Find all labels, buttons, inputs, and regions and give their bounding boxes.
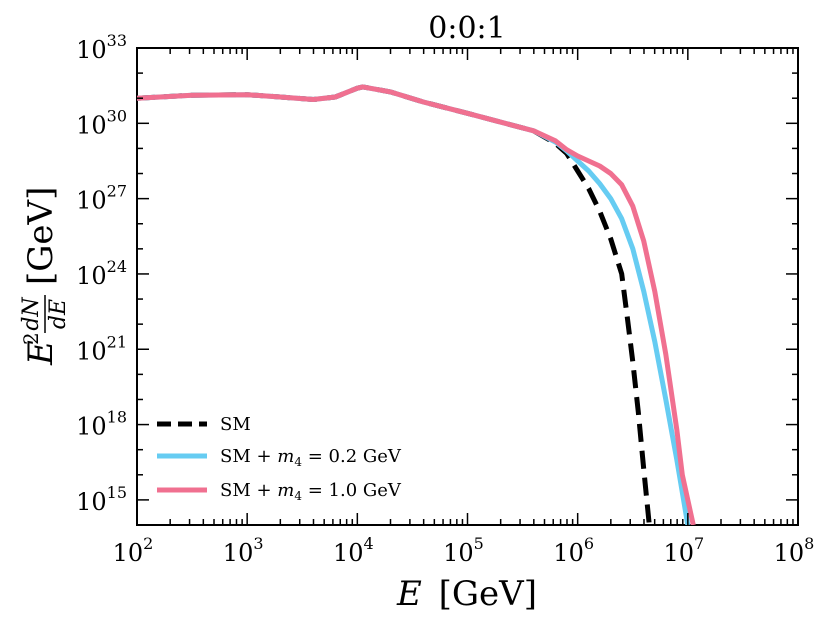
- x-axis-label: E [GeV]: [396, 574, 537, 614]
- y-tick-label: 1030: [76, 106, 127, 139]
- x-tick-label: 104: [333, 534, 374, 567]
- y-tick-label: 1024: [76, 257, 127, 290]
- y-tick-label: 1018: [76, 408, 127, 441]
- plot-lines-group: [137, 84, 696, 525]
- legend-label-m4-1.0: SM + m4 = 1.0 GeV: [220, 480, 402, 503]
- legend-label-m4-0.2: SM + m4 = 0.2 GeV: [220, 446, 402, 469]
- axis-ticks: [136, 47, 799, 526]
- x-tick-label: 102: [113, 534, 154, 567]
- legend-item-sm: SM: [157, 414, 251, 435]
- y-axis-variable: E: [21, 340, 61, 366]
- y-axis-numerator: dN: [19, 297, 44, 331]
- y-axis-label: E 2 dN dE [GeV]: [19, 187, 71, 366]
- legend-item-m4-1.0: SM + m4 = 1.0 GeV: [157, 480, 402, 503]
- x-tick-labels: 102 103 104 105 106 107 108: [113, 534, 815, 567]
- x-tick-label: 108: [774, 534, 815, 567]
- x-tick-label: 105: [443, 534, 484, 567]
- y-axis-power: 2: [19, 332, 43, 345]
- y-axis-unit: [GeV]: [21, 187, 61, 285]
- x-tick-label: 107: [663, 534, 704, 567]
- y-tick-label: 1033: [76, 31, 127, 64]
- y-tick-label: 1027: [76, 182, 127, 215]
- legend-label-sm: SM: [220, 414, 251, 435]
- y-tick-label: 1021: [76, 332, 127, 365]
- x-tick-label: 103: [223, 534, 264, 567]
- legend: SM SM + m4 = 0.2 GeV SM + m4 = 1.0 GeV: [157, 414, 402, 503]
- series-line-2: [137, 84, 696, 525]
- x-tick-label: 106: [553, 534, 594, 567]
- chart-title: 0:0:1: [428, 11, 505, 46]
- x-axis-unit: [GeV]: [439, 574, 537, 614]
- y-tick-labels: 1015 1018 1021 1024 1027 1030 1033: [76, 31, 127, 516]
- y-tick-label: 1015: [76, 483, 127, 516]
- y-axis-denominator: dE: [46, 299, 71, 329]
- x-axis-variable: E: [396, 574, 422, 614]
- legend-item-m4-0.2: SM + m4 = 0.2 GeV: [157, 446, 402, 469]
